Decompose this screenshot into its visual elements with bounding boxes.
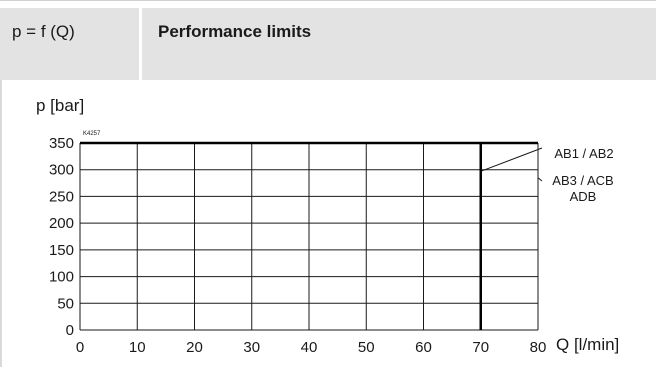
annotation-label-2-1: AB3 / ACB (552, 173, 613, 188)
grid (79, 142, 539, 331)
x-tick-label-60: 60 (415, 339, 432, 356)
x-tick-label-40: 40 (301, 339, 318, 356)
y-tick-label-100: 100 (49, 269, 74, 286)
x-axis-label: Q [l/min] (556, 335, 619, 354)
x-tick-label-20: 20 (186, 339, 203, 356)
y-tick-label-0: 0 (66, 322, 74, 339)
x-tick-label-70: 70 (472, 339, 489, 356)
series (80, 141, 538, 330)
y-axis-label: p [bar] (36, 96, 84, 115)
y-tick-labels: 0 50 100 150 200 250 300 350 (49, 135, 74, 339)
header-title: Performance limits (158, 22, 312, 41)
annotation-label-2-2: ADB (570, 189, 597, 204)
figure-code: K4257 (83, 131, 101, 137)
annotation-label-1-1: AB1 / AB2 (554, 146, 613, 161)
left-rule (0, 80, 2, 367)
y-tick-label-350: 350 (49, 135, 74, 152)
x-tick-label-80: 80 (530, 339, 547, 356)
top-rule (0, 0, 656, 1)
y-tick-label-200: 200 (49, 215, 74, 232)
x-tick-labels: 0 10 20 30 40 50 60 70 80 (76, 339, 547, 356)
x-tick-label-30: 30 (243, 339, 260, 356)
header-bar: p = f (Q) Performance limits (0, 8, 656, 80)
header-formula: p = f (Q) (12, 22, 75, 41)
y-tick-label-250: 250 (49, 188, 74, 205)
y-tick-label-300: 300 (49, 162, 74, 179)
annotation-leader-1 (480, 147, 543, 172)
y-tick-label-50: 50 (57, 295, 74, 312)
annotation-leader-2 (537, 177, 543, 182)
x-tick-label-10: 10 (129, 339, 146, 356)
y-tick-label-150: 150 (49, 242, 74, 259)
x-tick-label-50: 50 (358, 339, 375, 356)
header-formula-cell: p = f (Q) (0, 8, 142, 80)
x-tick-label-0: 0 (76, 339, 84, 356)
